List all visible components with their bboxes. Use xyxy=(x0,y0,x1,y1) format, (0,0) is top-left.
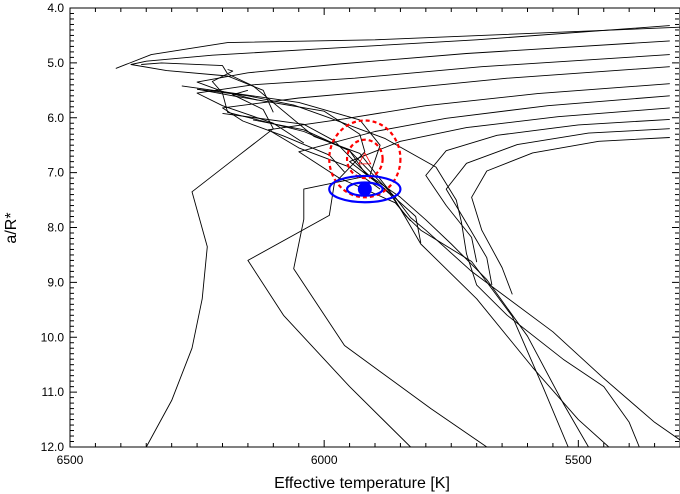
isochrone-line-8 xyxy=(425,118,670,263)
track-line-1 xyxy=(115,26,680,69)
x-tick-label: 5500 xyxy=(565,453,592,467)
track-line-8 xyxy=(145,89,274,447)
blue-sigma-2-ellipse xyxy=(328,174,402,204)
y-tick-label: 9.0 xyxy=(47,275,64,289)
isochrone-line-10 xyxy=(471,137,670,295)
red-marker-triangle xyxy=(358,152,372,165)
y-tick-label: 8.0 xyxy=(47,221,64,235)
x-tick-label: 6500 xyxy=(57,453,84,467)
isochrone-line-3 xyxy=(196,54,670,144)
y-tick-label: 10.0 xyxy=(41,330,65,344)
track-line-5 xyxy=(181,85,488,447)
y-tick-label: 11.0 xyxy=(42,385,65,399)
isochrone-line-1 xyxy=(130,25,670,113)
x-axis-title: Effective temperature [K] xyxy=(274,475,450,492)
envelope-line xyxy=(197,88,640,447)
red-sigma-1-ellipse xyxy=(345,138,384,180)
isochrone-line-9 xyxy=(445,128,670,286)
y-tick-label: 7.0 xyxy=(47,166,64,180)
isochrone-line-7 xyxy=(349,107,670,243)
track-line-3 xyxy=(141,62,610,447)
isochrone-line-5 xyxy=(267,83,670,190)
y-axis-title: a/R* xyxy=(3,212,20,243)
y-tick-label: 6.0 xyxy=(47,111,64,125)
blue-marker-dot xyxy=(357,182,372,197)
track-line-2 xyxy=(211,69,680,441)
red-sigma-2-ellipse xyxy=(328,119,402,199)
plot-area xyxy=(115,25,680,447)
y-tick-label: 12.0 xyxy=(41,440,65,454)
isochrone-line-4 xyxy=(222,66,670,173)
track-line-4 xyxy=(197,88,411,447)
y-tick-label: 4.0 xyxy=(47,1,64,15)
track-line-7 xyxy=(252,119,589,447)
y-tick-label: 5.0 xyxy=(47,56,64,70)
track-line-6 xyxy=(222,112,569,447)
x-tick-label: 6000 xyxy=(311,453,338,467)
axes: 6500 6000 5500 4.0 5.0 6.0 7.0 8.0 9.0 10.0 11.0 12… xyxy=(41,1,679,467)
